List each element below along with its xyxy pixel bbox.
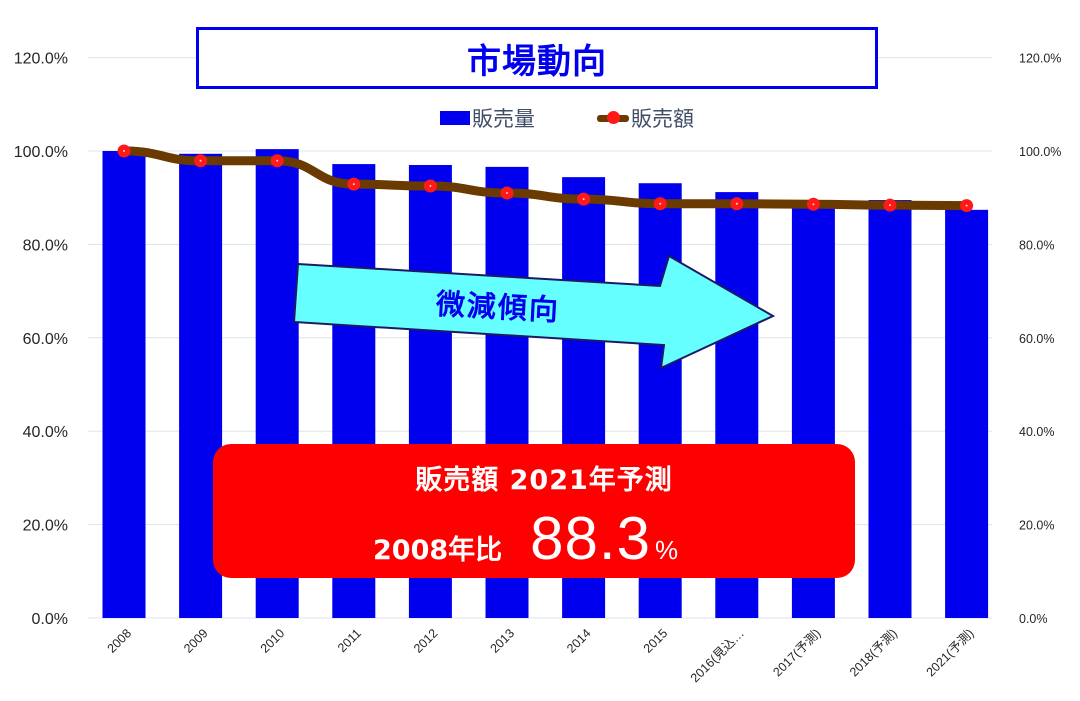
y-left-tick-label: 60.0% — [23, 331, 68, 348]
x-tick-label: 2018(予測) — [847, 626, 900, 679]
y-right-tick-label: 80.0% — [1019, 238, 1054, 252]
y-left-tick-label: 80.0% — [23, 237, 68, 254]
legend-label-sales-amount: 販売額 — [631, 107, 694, 131]
x-tick-label: 2010 — [258, 626, 288, 656]
callout-value: 88.3 — [530, 505, 651, 572]
y-left-tick-label: 0.0% — [32, 611, 68, 628]
bar-2008 — [102, 151, 146, 618]
x-tick-label: 2014 — [564, 626, 594, 656]
x-axis: 2008 2009 2010 2011 2012 2013 2014 2015 2016(見込…… — [105, 626, 977, 685]
chart-title-box: 市場動向 — [196, 27, 878, 89]
y-right-tick-label: 40.0% — [1019, 425, 1054, 439]
callout-prefix: 2008年比 — [373, 535, 503, 566]
y-right-tick-label: 100.0% — [1019, 145, 1061, 159]
x-tick-label: 2009 — [181, 626, 211, 656]
y-left-tick-label: 100.0% — [14, 144, 68, 161]
y-right-tick-label: 60.0% — [1019, 332, 1054, 346]
x-tick-label: 2008 — [105, 626, 135, 656]
bar-2018(予測) — [868, 200, 912, 618]
x-tick-label: 2012 — [411, 626, 441, 656]
callout-metric: 2008年比 88.3 % — [373, 504, 678, 573]
line-series-sales-amount — [117, 144, 974, 213]
callout-heading: 販売額 2021年予測 — [415, 465, 673, 496]
x-tick-label: 2015 — [641, 626, 671, 656]
legend-label-sales-volume: 販売量 — [472, 107, 535, 131]
bar-swatch-icon — [440, 111, 470, 125]
legend-item-sales-volume: 販売量 — [440, 103, 535, 133]
legend-item-sales-amount: 販売額 — [597, 103, 694, 133]
y-right-tick-label: 20.0% — [1019, 519, 1054, 533]
y-left-tick-label: 120.0% — [14, 51, 68, 68]
y-right-tick-label: 0.0% — [1019, 612, 1048, 626]
x-tick-label: 2021(予測) — [924, 626, 977, 679]
line-marker-swatch-icon — [597, 111, 629, 124]
y-right-tick-label: 120.0% — [1019, 52, 1061, 66]
y-left-tick-label: 20.0% — [23, 518, 68, 535]
x-tick-label: 2013 — [488, 626, 518, 656]
forecast-callout: 販売額 2021年予測 2008年比 88.3 % — [213, 444, 855, 578]
x-tick-label: 2016(見込… — [688, 626, 747, 685]
x-tick-label: 2011 — [335, 626, 364, 655]
sales-amount-line — [119, 146, 972, 211]
y-axis-left: 0.0% 20.0% 40.0% 60.0% 80.0% 100.0% 120.0% — [14, 51, 68, 628]
y-axis-right: 0.0% 20.0% 40.0% 60.0% 80.0% 100.0% 120.0% — [1019, 52, 1061, 626]
x-tick-label: 2017(予測) — [770, 626, 823, 679]
y-left-tick-label: 40.0% — [23, 424, 68, 441]
trend-arrow — [292, 254, 776, 370]
legend: 販売量 販売額 — [440, 103, 694, 133]
bar-2021(予測) — [945, 209, 989, 619]
trend-arrow-label: 微減傾向 — [435, 286, 561, 328]
chart-title: 市場動向 — [467, 41, 607, 82]
callout-unit: % — [654, 535, 679, 565]
